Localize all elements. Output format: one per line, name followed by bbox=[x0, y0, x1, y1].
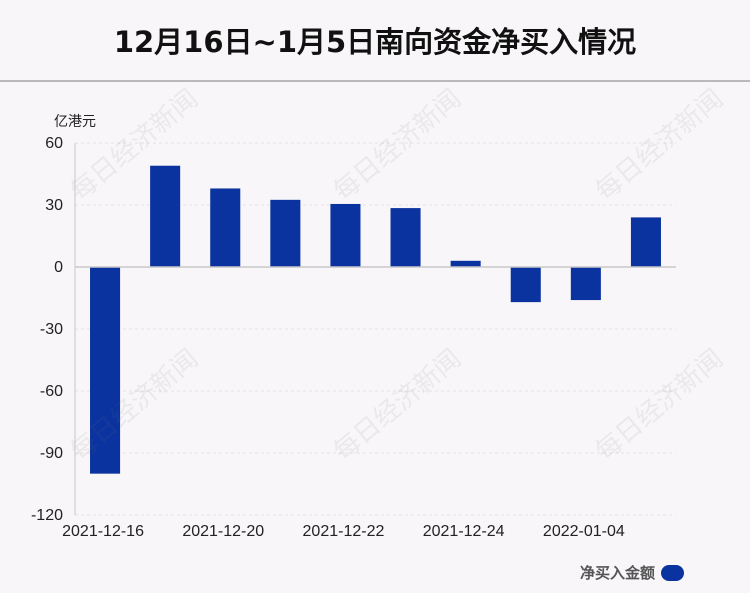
title-divider bbox=[0, 80, 750, 82]
y-tick-label: -90 bbox=[40, 445, 63, 462]
chart-title: 12月16日~1月5日南向资金净买入情况 bbox=[113, 25, 637, 59]
x-tick-label: 2021-12-20 bbox=[182, 523, 264, 540]
legend-swatch bbox=[661, 564, 684, 581]
bar bbox=[510, 267, 541, 303]
bar bbox=[630, 217, 661, 267]
y-tick-label: -120 bbox=[31, 507, 63, 524]
x-tick-label: 2021-12-22 bbox=[303, 523, 385, 540]
y-tick-label: 30 bbox=[45, 197, 63, 214]
y-tick-label: -60 bbox=[40, 383, 63, 400]
legend-label: 净买入金额 bbox=[579, 564, 655, 582]
bar bbox=[570, 267, 601, 301]
bars-layer bbox=[90, 165, 661, 474]
bar bbox=[450, 260, 481, 267]
x-tick-label: 2021-12-24 bbox=[423, 523, 505, 540]
legend: 净买入金额 bbox=[580, 562, 684, 583]
y-axis-unit-label: 亿港元 bbox=[54, 114, 96, 130]
y-tick-label: -30 bbox=[40, 321, 63, 338]
grid-layer bbox=[75, 142, 676, 516]
bar bbox=[390, 208, 421, 267]
y-tick-label: 0 bbox=[54, 259, 63, 276]
bar bbox=[90, 267, 121, 474]
bar bbox=[270, 199, 301, 267]
x-tick-label: 2021-12-16 bbox=[62, 523, 144, 540]
bar bbox=[210, 188, 241, 267]
bar bbox=[330, 203, 361, 267]
bar bbox=[150, 165, 181, 267]
y-tick-label: 60 bbox=[45, 135, 63, 152]
x-tick-label: 2022-01-04 bbox=[543, 523, 625, 540]
